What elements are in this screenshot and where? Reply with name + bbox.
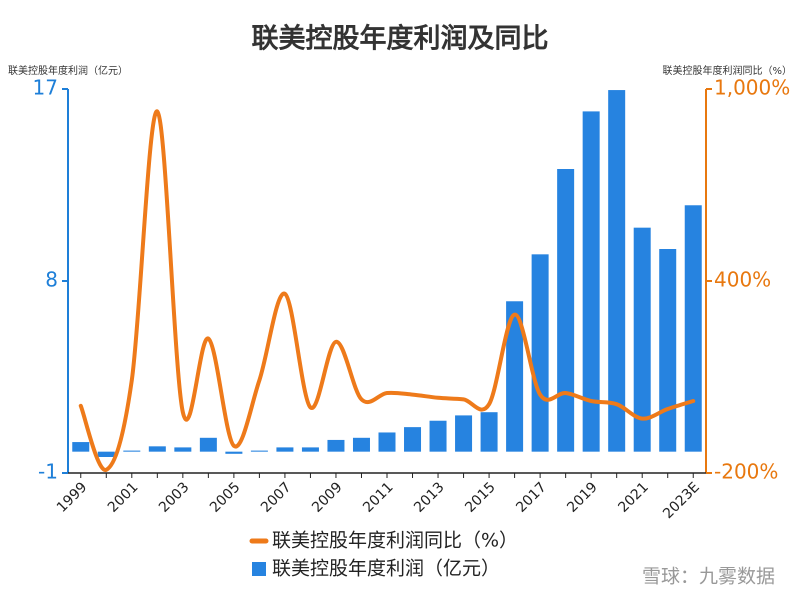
bar (404, 427, 422, 452)
x-tick-label: 2013 (411, 479, 448, 516)
x-tick-label: 2003 (156, 479, 193, 516)
bar (225, 451, 243, 454)
bar (378, 432, 396, 452)
bar (506, 301, 524, 452)
bar (352, 437, 370, 452)
line (78, 109, 696, 472)
legend-label: 联美控股年度利润（亿元） (272, 558, 500, 580)
x-tick-label: 2019 (564, 479, 601, 516)
bar (557, 169, 575, 452)
bar (199, 437, 217, 452)
x-tick-label: 2007 (258, 479, 295, 516)
bar (174, 447, 192, 452)
bar (608, 90, 626, 452)
bar (327, 439, 345, 452)
bar (582, 111, 600, 452)
x-tick-label: 2009 (309, 479, 346, 516)
bar (276, 447, 294, 452)
y2-tick-label: -200% (714, 460, 778, 484)
y-tick-label: -1 (38, 460, 58, 484)
legend-swatch (252, 562, 266, 576)
bar (531, 254, 549, 452)
bar (480, 412, 498, 452)
x-tick-label: 2011 (360, 479, 397, 516)
y2-tick-label: 400% (714, 268, 771, 292)
x-tick-label: 2021 (615, 479, 652, 516)
watermark: 雪球：九雾数据 (642, 566, 775, 588)
bar (301, 447, 319, 452)
x-tick-label: 2017 (513, 479, 550, 516)
bar (72, 442, 90, 452)
x-tick-label: 2005 (207, 479, 244, 516)
y2-tick-label: 1,000% (714, 76, 790, 100)
y-tick-label: 8 (45, 268, 58, 292)
bar (97, 451, 115, 457)
y-tick-label: 17 (33, 76, 58, 100)
x-tick-label: 1999 (54, 479, 91, 516)
x-tick-label: 2015 (462, 479, 499, 516)
y-axis-title: 联美控股年度利润（亿元） (8, 64, 128, 77)
bar (684, 205, 702, 452)
bar (633, 227, 651, 452)
legend-label: 联美控股年度利润同比（%） (272, 530, 518, 552)
x-tick-label: 2023E (660, 479, 703, 522)
bar (148, 446, 166, 452)
bar (250, 450, 268, 452)
x-tick-label: 2001 (105, 479, 142, 516)
bar (455, 415, 473, 452)
bar (429, 420, 447, 452)
bar (123, 450, 141, 452)
bar (659, 249, 677, 452)
y2-axis-title: 联美控股年度利润同比（%） (662, 64, 792, 77)
chart-title: 联美控股年度利润及同比 (252, 23, 549, 55)
